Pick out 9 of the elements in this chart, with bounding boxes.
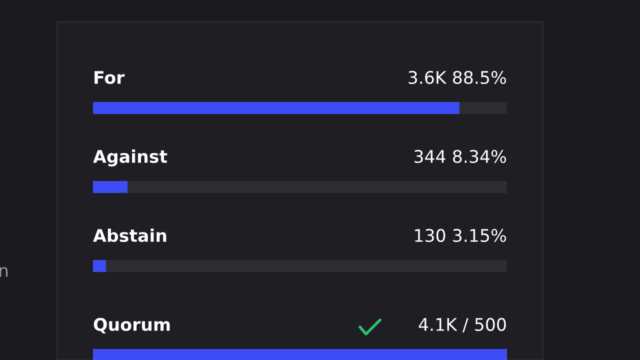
text: 4.1K / 500 [418,318,506,332]
data-label: 130 3.15% [415,228,506,242]
y-tick-label: Abstain [93,228,166,242]
y-tick-label: Against [93,150,168,166]
y-tick-label: For [94,71,125,84]
data-label: 344 8.34% [414,150,506,164]
data-label: 3.6K 88.5% [408,70,506,84]
text: n [0,267,8,277]
text: Quorum [94,318,170,334]
